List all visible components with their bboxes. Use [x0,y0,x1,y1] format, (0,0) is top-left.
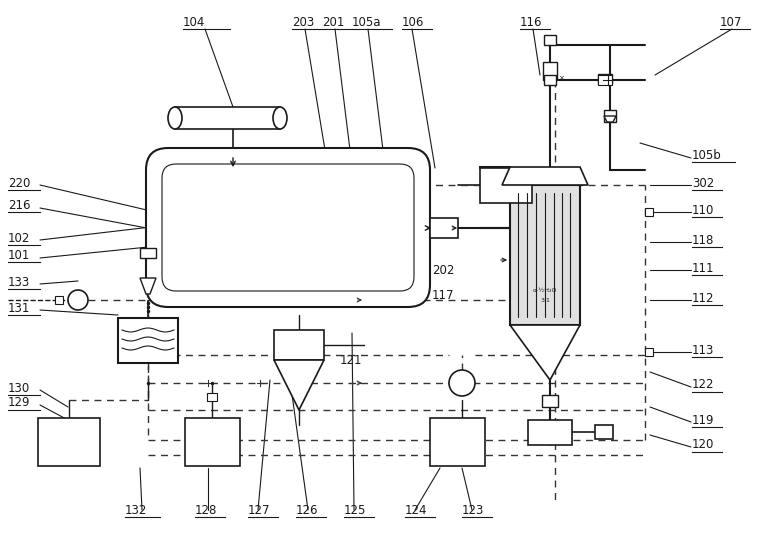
Bar [543,62,557,80]
Polygon shape [502,167,588,185]
Text: 124: 124 [405,503,428,516]
Text: 132: 132 [125,503,147,516]
Bar [185,418,240,466]
Polygon shape [598,75,612,85]
Ellipse shape [168,107,182,129]
Polygon shape [604,116,616,122]
Text: 122: 122 [692,378,715,392]
Text: 121: 121 [340,354,362,366]
Polygon shape [510,325,580,380]
Bar [140,248,156,258]
Bar [544,75,556,85]
Bar [430,418,485,466]
Bar [598,74,612,84]
Text: 106: 106 [402,16,424,28]
Text: 125: 125 [344,503,366,516]
Text: 111: 111 [692,262,715,274]
Text: α·½H₂O: α·½H₂O [533,287,557,293]
Circle shape [449,370,475,396]
Text: 118: 118 [692,233,714,247]
Bar [645,348,653,356]
Text: 113: 113 [692,343,714,356]
Text: 112: 112 [692,292,715,304]
Bar [175,107,280,129]
Bar [118,318,178,363]
Text: 3.1: 3.1 [540,297,550,302]
Text: 102: 102 [8,232,30,244]
Bar [510,185,580,325]
Text: 110: 110 [692,203,714,217]
Text: 133: 133 [8,276,30,288]
Text: 107: 107 [720,16,742,28]
Circle shape [68,290,88,310]
Text: 127: 127 [248,503,271,516]
Bar [542,395,558,407]
Text: 302: 302 [692,177,714,189]
Text: 104: 104 [183,16,205,28]
Text: 128: 128 [195,503,218,516]
Text: 101: 101 [8,248,30,262]
Text: ×: × [558,75,564,81]
Bar [604,110,616,122]
Text: 201: 201 [322,16,344,28]
Bar [38,418,100,466]
FancyBboxPatch shape [146,148,430,307]
Bar [480,168,532,203]
Bar [55,296,63,304]
Text: 114: 114 [237,288,259,302]
Text: 220: 220 [8,177,30,189]
Bar [595,425,613,439]
Text: 120: 120 [692,439,714,452]
Text: 129: 129 [8,396,30,409]
Text: 119: 119 [692,414,715,426]
Text: 202: 202 [432,264,454,277]
Polygon shape [274,360,324,410]
Ellipse shape [273,107,287,129]
Polygon shape [140,278,156,294]
Text: 131: 131 [8,302,30,315]
Text: 105a: 105a [352,16,381,28]
Bar [528,420,572,445]
Bar [274,330,324,360]
Bar [430,218,458,238]
Bar [544,35,556,45]
Text: 123: 123 [462,503,484,516]
Text: 130: 130 [8,381,30,394]
Text: 216: 216 [8,198,30,211]
Text: 203: 203 [292,16,315,28]
Bar [207,393,217,401]
Text: 117: 117 [432,288,455,302]
Text: 105b: 105b [692,149,722,162]
Text: 126: 126 [296,503,318,516]
Text: 116: 116 [520,16,543,28]
Bar [645,208,653,216]
